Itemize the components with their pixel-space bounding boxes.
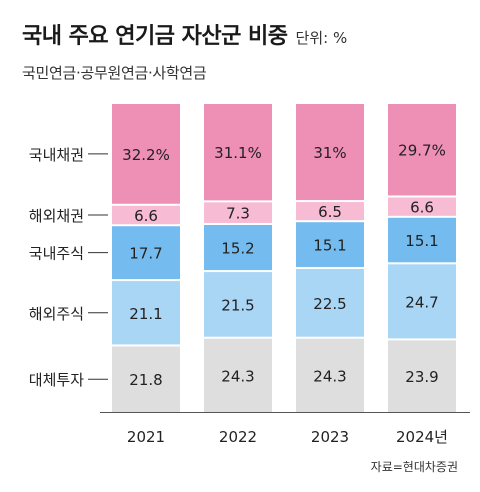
- bar-alternative-3: [388, 340, 456, 412]
- series-label-alternative: 대체투자: [29, 371, 84, 389]
- data-label-alternative-3: 23.9: [405, 368, 438, 386]
- data-label-foreign-equity-0: 21.1: [129, 305, 162, 323]
- series-label-foreign-equity: 해외주식: [29, 305, 84, 323]
- bar-foreign-equity-3: [388, 264, 456, 339]
- data-label-domestic-equity-3: 15.1: [405, 232, 438, 250]
- data-label-foreign-equity-3: 24.7: [405, 293, 438, 311]
- unit-label: 단위: %: [295, 29, 348, 47]
- bar-domestic-bond-0: [112, 104, 180, 204]
- data-label-foreign-bond-3: 6.6: [410, 199, 434, 217]
- series-label-domestic-bond: 국내채권: [29, 146, 84, 164]
- data-label-foreign-bond-2: 6.5: [318, 203, 342, 221]
- bar-alternative-0: [112, 346, 180, 412]
- bar-foreign-bond-3: [388, 197, 456, 216]
- data-label-domestic-bond-3: 29.7%: [398, 142, 446, 160]
- data-label-alternative-1: 24.3: [221, 367, 254, 385]
- data-label-foreign-equity-2: 22.5: [313, 295, 346, 313]
- x-tick-label-1: 2022: [219, 428, 257, 446]
- bar-foreign-equity-0: [112, 281, 180, 345]
- data-label-domestic-equity-1: 15.2: [221, 240, 254, 258]
- data-label-foreign-equity-1: 21.5: [221, 296, 254, 314]
- chart-title: 국내 주요 연기금 자산군 비중: [22, 24, 288, 49]
- data-label-alternative-0: 21.8: [129, 371, 162, 389]
- data-label-domestic-equity-2: 15.1: [313, 237, 346, 255]
- bar-alternative-1: [204, 338, 272, 412]
- bar-domestic-bond-3: [388, 104, 456, 196]
- data-label-alternative-2: 24.3: [313, 367, 346, 385]
- series-label-foreign-bond: 해외채권: [29, 207, 84, 225]
- data-label-domestic-bond-1: 31.1%: [214, 144, 262, 162]
- series-label-domestic-equity: 국내주식: [29, 245, 84, 263]
- x-tick-label-3: 2024년: [396, 428, 448, 446]
- bar-foreign-bond-0: [112, 205, 180, 225]
- bar-foreign-bond-2: [296, 202, 364, 221]
- bar-foreign-bond-1: [204, 202, 272, 223]
- bar-domestic-bond-1: [204, 104, 272, 201]
- data-label-domestic-equity-0: 17.7: [129, 245, 162, 263]
- title-row: 국내 주요 연기금 자산군 비중 단위: %: [22, 18, 347, 50]
- x-tick-label-2: 2023: [311, 428, 349, 446]
- data-label-foreign-bond-0: 6.6: [134, 207, 158, 225]
- bar-domestic-equity-0: [112, 226, 180, 280]
- bar-domestic-equity-3: [388, 217, 456, 263]
- x-tick-label-0: 2021: [127, 428, 165, 446]
- source-note: 자료=현대차증권: [370, 460, 458, 474]
- chart-subtitle: 국민연금·공무원연금·사학연금: [22, 64, 207, 82]
- bar-domestic-equity-2: [296, 222, 364, 267]
- bar-domestic-equity-1: [204, 224, 272, 271]
- bar-foreign-equity-2: [296, 268, 364, 337]
- data-label-domestic-bond-0: 32.2%: [122, 146, 170, 164]
- bar-domestic-bond-2: [296, 104, 364, 201]
- data-label-domestic-bond-2: 31%: [313, 144, 346, 162]
- bar-foreign-equity-1: [204, 272, 272, 337]
- data-label-foreign-bond-1: 7.3: [226, 205, 250, 223]
- bar-alternative-2: [296, 338, 364, 412]
